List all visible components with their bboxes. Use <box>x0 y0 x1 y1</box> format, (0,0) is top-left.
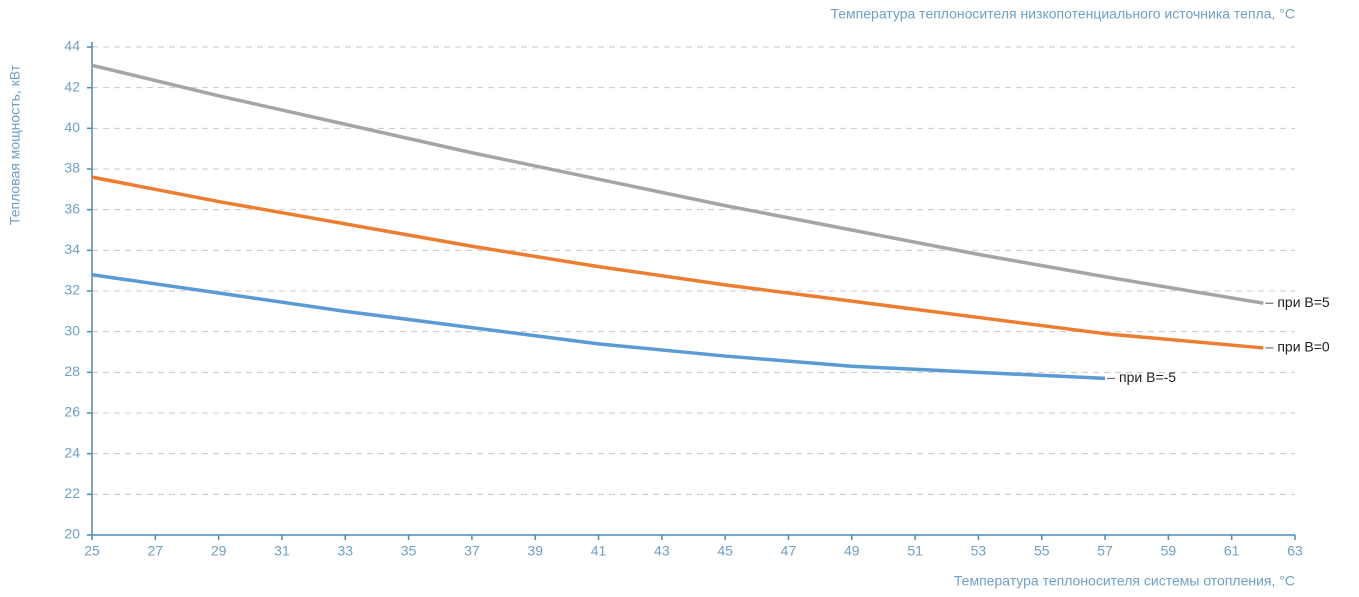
x-tick-label: 27 <box>148 543 164 559</box>
x-tick-label: 61 <box>1224 543 1240 559</box>
annotation: Температура теплоносителя низкопотенциал… <box>831 6 1296 22</box>
x-tick-label: 37 <box>464 543 480 559</box>
y-tick-label: 22 <box>64 485 80 501</box>
y-tick-label: 38 <box>64 160 80 176</box>
x-tick-label: 49 <box>844 543 860 559</box>
y-tick-label: 44 <box>64 38 80 54</box>
x-tick-label: 47 <box>781 543 797 559</box>
y-tick-label: 40 <box>64 119 80 135</box>
x-tick-label: 59 <box>1161 543 1177 559</box>
y-tick-label: 34 <box>64 241 80 257</box>
series-line <box>91 273 1106 381</box>
y-tick-label: 26 <box>64 404 80 420</box>
y-axis-label: Тепловая мощность, кВт <box>7 64 23 225</box>
series-line <box>91 63 1264 305</box>
series-label: при B=0 <box>1277 339 1330 355</box>
x-tick-label: 29 <box>211 543 227 559</box>
y-tick-label: 36 <box>64 200 80 216</box>
x-tick-label: 45 <box>717 543 733 559</box>
y-tick-label: 42 <box>64 78 80 94</box>
series-line <box>91 175 1264 350</box>
y-tick-label: 28 <box>64 363 80 379</box>
x-tick-label: 33 <box>337 543 353 559</box>
y-tick-label: 30 <box>64 322 80 338</box>
x-tick-label: 39 <box>527 543 543 559</box>
x-tick-label: 63 <box>1287 543 1303 559</box>
x-tick-label: 41 <box>591 543 607 559</box>
x-tick-label: 25 <box>84 543 100 559</box>
x-tick-label: 43 <box>654 543 670 559</box>
x-tick-label: 53 <box>971 543 987 559</box>
y-tick-label: 20 <box>64 526 80 542</box>
x-tick-label: 51 <box>907 543 923 559</box>
x-tick-label: 31 <box>274 543 290 559</box>
x-tick-label: 35 <box>401 543 417 559</box>
y-tick-label: 24 <box>64 444 80 460</box>
series-label: при B=-5 <box>1119 369 1176 385</box>
x-tick-label: 55 <box>1034 543 1050 559</box>
y-tick-label: 32 <box>64 282 80 298</box>
x-axis-label: Температура теплоносителя системы отопле… <box>954 573 1295 589</box>
x-tick-label: 57 <box>1097 543 1113 559</box>
series-label: при B=5 <box>1277 294 1330 310</box>
